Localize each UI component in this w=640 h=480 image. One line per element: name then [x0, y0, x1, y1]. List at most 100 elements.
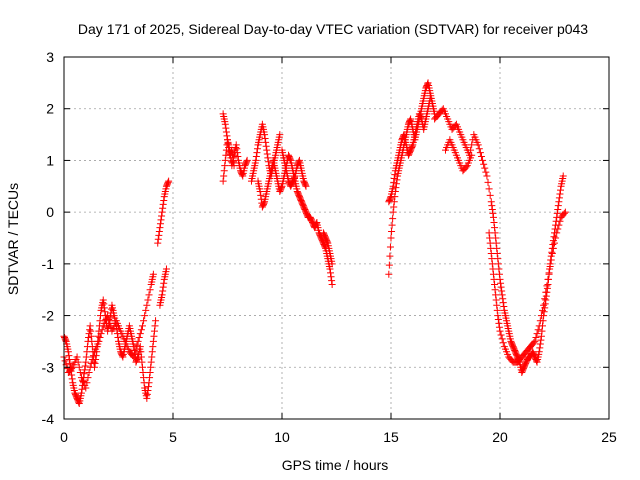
data-point-marker: [229, 154, 237, 162]
data-point-marker: [556, 217, 564, 225]
data-point-marker: [491, 229, 499, 237]
data-point-marker: [389, 182, 397, 190]
data-point-marker: [87, 332, 95, 340]
data-point-marker: [143, 394, 151, 402]
data-point-marker: [492, 296, 500, 304]
data-point-marker: [487, 250, 495, 258]
data-point-marker: [148, 353, 156, 361]
data-point-marker: [286, 155, 294, 163]
data-point-marker: [556, 186, 564, 194]
data-point-marker: [408, 142, 416, 150]
data-point-marker: [65, 352, 73, 360]
data-point-marker: [537, 336, 545, 344]
data-point-marker: [476, 149, 484, 157]
data-point-marker: [497, 331, 505, 339]
data-point-marker: [541, 295, 549, 303]
data-point-marker: [546, 262, 554, 270]
data-point-marker: [491, 281, 499, 289]
data-point-marker: [156, 220, 164, 228]
data-point-marker: [554, 206, 562, 214]
data-point-marker: [536, 317, 544, 325]
y-tick-label: 1: [46, 152, 54, 168]
data-point-marker: [474, 141, 482, 149]
data-point-marker: [545, 269, 553, 277]
data-point-marker: [145, 291, 153, 299]
data-point-marker: [160, 279, 168, 287]
data-point-marker: [220, 172, 228, 180]
data-point-marker: [541, 300, 549, 308]
data-point-marker: [233, 145, 241, 153]
data-point-marker: [486, 191, 494, 199]
data-point-marker: [262, 138, 270, 146]
y-tick-labels: -4 -3 -2 -1 0 1 2 3: [42, 49, 55, 427]
data-point-marker: [64, 348, 72, 356]
data-point-marker: [243, 156, 251, 164]
data-point-marker: [328, 281, 336, 289]
data-point-marker: [68, 365, 76, 373]
data-point-marker: [538, 327, 546, 335]
data-point-marker: [385, 270, 393, 278]
data-point-marker: [261, 134, 269, 142]
data-point-marker: [555, 221, 563, 229]
x-tick-labels: 0 5 10 15 20 25: [60, 429, 617, 445]
data-point-marker: [486, 234, 494, 242]
data-point-marker: [547, 256, 555, 264]
data-point-marker: [535, 322, 543, 330]
data-point-marker: [549, 240, 557, 248]
data-point-marker: [500, 303, 508, 311]
data-point-marker: [243, 158, 251, 166]
data-point-marker: [539, 306, 547, 314]
data-point-marker: [85, 368, 93, 376]
data-point-marker: [261, 131, 269, 139]
data-point-marker: [492, 234, 500, 242]
data-point-marker: [386, 252, 394, 260]
data-point-marker: [496, 275, 504, 283]
data-point-marker: [494, 255, 502, 263]
data-point-marker: [467, 146, 475, 154]
data-point-marker: [554, 225, 562, 233]
data-point-marker: [543, 282, 551, 290]
data-point-marker: [556, 190, 564, 198]
data-point-marker: [229, 158, 237, 166]
data-point-marker: [160, 197, 168, 205]
data-point-marker: [79, 378, 87, 386]
data-point-marker: [83, 379, 91, 387]
data-point-marker: [263, 146, 271, 154]
data-point-marker: [97, 330, 105, 338]
data-point-marker: [151, 322, 159, 330]
data-point-marker: [540, 301, 548, 309]
data-point-marker: [468, 141, 476, 149]
data-point-marker: [387, 234, 395, 242]
data-point-marker: [142, 306, 150, 314]
data-point-marker: [223, 132, 231, 140]
data-point-marker: [146, 286, 154, 294]
data-point-marker: [487, 198, 495, 206]
data-point-marker: [75, 398, 83, 406]
data-point-marker: [535, 348, 543, 356]
data-point-marker: [496, 327, 504, 335]
data-point-marker: [144, 383, 152, 391]
y-tick-label: -1: [42, 256, 55, 272]
data-point-marker: [252, 153, 260, 161]
data-point-marker: [260, 199, 268, 207]
x-tick-label: 20: [492, 429, 508, 445]
data-point-marker: [230, 162, 238, 170]
data-point-marker: [252, 156, 260, 164]
data-point-marker: [495, 323, 503, 331]
y-axis-label: SDTVAR / TECUs: [5, 183, 21, 295]
data-point-marker: [114, 334, 122, 342]
data-point-marker: [162, 265, 170, 273]
data-point-marker: [489, 265, 497, 273]
y-tick-label: -4: [42, 411, 55, 427]
data-point-marker: [101, 308, 109, 316]
data-point-marker: [238, 171, 246, 179]
data-point-marker: [138, 322, 146, 330]
data-point-marker: [390, 175, 398, 183]
data-point-marker: [222, 128, 230, 136]
data-point-marker: [542, 296, 550, 304]
data-point-marker: [256, 187, 264, 195]
data-point-marker: [323, 238, 331, 246]
data-point-marker: [154, 239, 162, 247]
data-point-marker: [475, 145, 483, 153]
data-point-marker: [100, 300, 108, 308]
